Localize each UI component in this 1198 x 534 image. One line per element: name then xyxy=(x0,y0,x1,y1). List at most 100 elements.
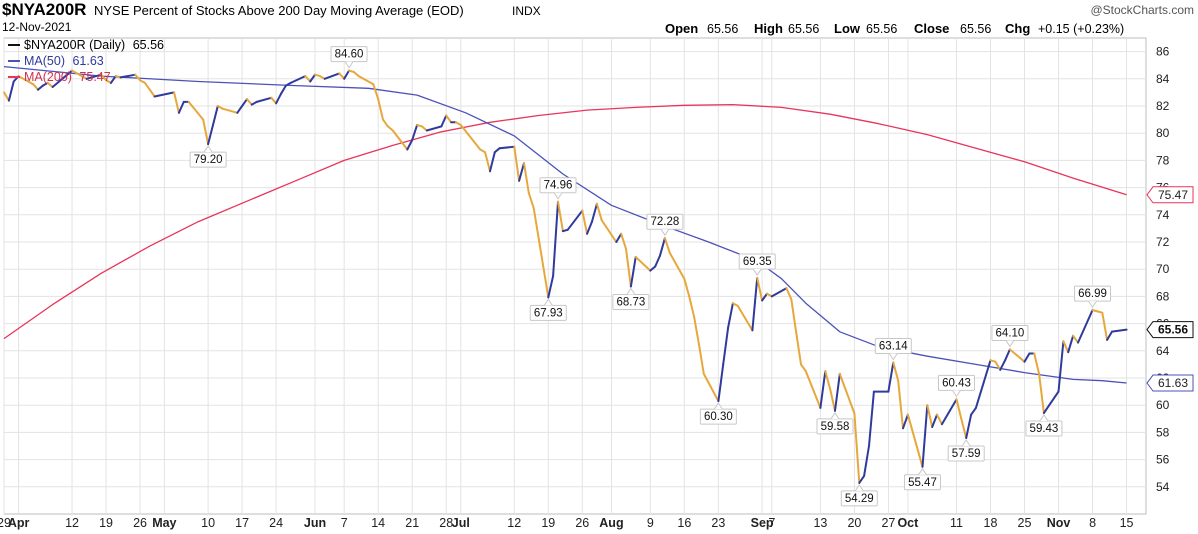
annotation-label: 60.30 xyxy=(704,411,733,423)
ma50-last-tag: 61.63 xyxy=(1146,374,1194,392)
y-tick-label: 58 xyxy=(1156,425,1170,439)
price-segment xyxy=(566,209,584,231)
price-segment xyxy=(518,162,525,182)
value-annotation: 63.14 xyxy=(874,337,912,361)
price-segment xyxy=(212,105,219,126)
price-segment xyxy=(221,107,239,114)
y-tick-label: 74 xyxy=(1156,208,1170,222)
price-segment xyxy=(868,390,875,447)
legend-price-value: 65.56 xyxy=(133,38,164,52)
legend-price: $NYA200R (Daily) 65.56 xyxy=(24,38,164,52)
annotation-pointer xyxy=(888,353,898,361)
annotation-box xyxy=(738,253,776,270)
price-segment xyxy=(255,96,273,103)
price-segment xyxy=(493,147,501,154)
open-label: Open xyxy=(665,21,698,36)
price-segment xyxy=(683,277,691,298)
ohlc-summary: Open 65.56 High 65.56 Low 65.56 Close 65… xyxy=(665,21,1124,36)
value-annotation: 60.30 xyxy=(699,402,737,425)
chart-date: 12-Nov-2021 xyxy=(2,20,72,34)
price-segment xyxy=(1062,340,1070,354)
price-segment xyxy=(834,372,841,412)
annotation-pointer xyxy=(1039,414,1049,422)
price-segment xyxy=(7,80,15,102)
price-segment xyxy=(1038,372,1045,414)
y-tick-label: 86 xyxy=(1156,45,1170,59)
annotation-pointer xyxy=(1088,300,1097,309)
price-segment xyxy=(1023,352,1031,363)
y-tick-label: 82 xyxy=(1156,99,1170,113)
price-segment xyxy=(756,277,764,302)
price-segment xyxy=(581,209,589,235)
price-segment xyxy=(382,118,389,128)
price-segment xyxy=(697,343,705,375)
x-tick-label: 13 xyxy=(813,516,827,530)
price-segment xyxy=(1101,311,1109,341)
price-segment xyxy=(547,275,555,299)
price-segment xyxy=(931,413,938,428)
price-segment xyxy=(659,237,666,257)
price-segment xyxy=(241,98,248,107)
annotation-label: 59.58 xyxy=(821,421,850,433)
price-segment xyxy=(926,404,934,428)
x-tick-label: 10 xyxy=(201,516,215,530)
price-segment xyxy=(3,91,10,102)
annotation-pointer xyxy=(830,412,840,420)
price-segment xyxy=(999,359,1007,371)
price-segment xyxy=(668,251,686,280)
y-tick-label: 84 xyxy=(1156,72,1170,86)
price-segment xyxy=(770,287,788,298)
x-tick-label: 23 xyxy=(711,516,725,530)
price-segment xyxy=(177,100,185,114)
price-segment xyxy=(323,72,341,80)
price-segment xyxy=(955,398,963,420)
annotation-label: 64.10 xyxy=(996,327,1025,339)
x-tick-label: 25 xyxy=(1018,516,1032,530)
annotation-label: 57.59 xyxy=(952,448,981,460)
annotation-label: 66.99 xyxy=(1078,288,1107,300)
x-tick-label: 24 xyxy=(269,516,283,530)
x-tick-label: 21 xyxy=(405,516,419,530)
value-annotation: 79.20 xyxy=(189,145,227,168)
price-segment xyxy=(207,124,214,146)
price-segment xyxy=(804,370,822,409)
price-segment xyxy=(309,73,316,83)
ma200-line xyxy=(3,103,1127,340)
y-tick-label: 80 xyxy=(1156,126,1170,140)
price-segment xyxy=(377,98,384,121)
price-segment xyxy=(109,75,117,84)
price-segment xyxy=(591,202,598,223)
price-segment xyxy=(586,220,593,235)
price-segment xyxy=(498,145,516,150)
price-segment xyxy=(936,413,943,426)
chart-exchange: INDX xyxy=(512,4,541,18)
low-label: Low xyxy=(834,21,861,36)
value-annotation: 59.43 xyxy=(1025,414,1063,437)
price-segment xyxy=(1033,352,1041,375)
price-segment xyxy=(513,145,521,182)
price-segment xyxy=(693,315,700,345)
price-segment xyxy=(1004,348,1011,362)
price-segment xyxy=(445,114,453,124)
legend-ma200-name: MA(200) xyxy=(24,70,72,84)
high-label: High xyxy=(754,21,783,36)
x-tick-label: 15 xyxy=(1120,516,1134,530)
price-segment xyxy=(280,84,287,95)
annotation-label: 74.96 xyxy=(544,180,573,192)
annotation-pointer xyxy=(203,145,213,153)
y-tick-label: 72 xyxy=(1156,235,1170,249)
annotation-label: 55.47 xyxy=(908,477,937,489)
legend-ma200-value: 75.47 xyxy=(79,70,110,84)
price-segment xyxy=(615,232,623,243)
price-segment xyxy=(343,69,350,80)
chart-description: NYSE Percent of Stocks Above 200 Day Mov… xyxy=(94,3,464,18)
price-segment xyxy=(100,73,108,82)
price-segment xyxy=(420,125,428,132)
price-segment xyxy=(863,445,870,477)
price-segment xyxy=(352,71,360,78)
ma200-last-tag: 75.47 xyxy=(1146,186,1194,204)
high-value: 65.56 xyxy=(788,22,819,36)
x-tick-label: 18 xyxy=(984,516,998,530)
price-segment xyxy=(153,91,176,98)
